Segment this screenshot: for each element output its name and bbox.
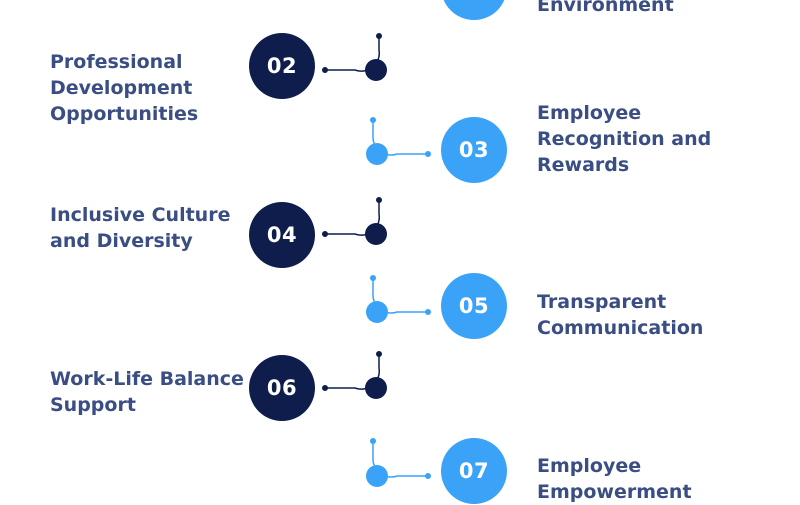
step-5-number: 05 <box>458 294 490 318</box>
step-1-badge <box>441 0 507 20</box>
step-6-badge: 06 <box>249 355 315 421</box>
step-2-number: 02 <box>266 54 298 78</box>
step-1-label: Environment <box>537 0 674 16</box>
step-7-badge: 07 <box>441 438 507 504</box>
step-5-badge: 05 <box>441 273 507 339</box>
step-2-label: Professional Development Opportunities <box>50 51 199 125</box>
step-7-number: 07 <box>458 459 490 483</box>
step-3-label: Employee Recognition and Rewards <box>537 102 712 176</box>
step-4-number: 04 <box>266 223 298 247</box>
step-5-label: Transparent Communication <box>537 291 704 339</box>
step-3-badge: 03 <box>441 117 507 183</box>
step-6-label: Work-Life Balance Support <box>50 368 244 416</box>
step-6-number: 06 <box>266 376 298 400</box>
step-4-badge: 04 <box>249 202 315 268</box>
step-7-label: Employee Empowerment <box>537 455 692 503</box>
step-3-number: 03 <box>458 138 490 162</box>
step-2-badge: 02 <box>249 33 315 99</box>
step-4-label: Inclusive Culture and Diversity <box>50 204 231 252</box>
